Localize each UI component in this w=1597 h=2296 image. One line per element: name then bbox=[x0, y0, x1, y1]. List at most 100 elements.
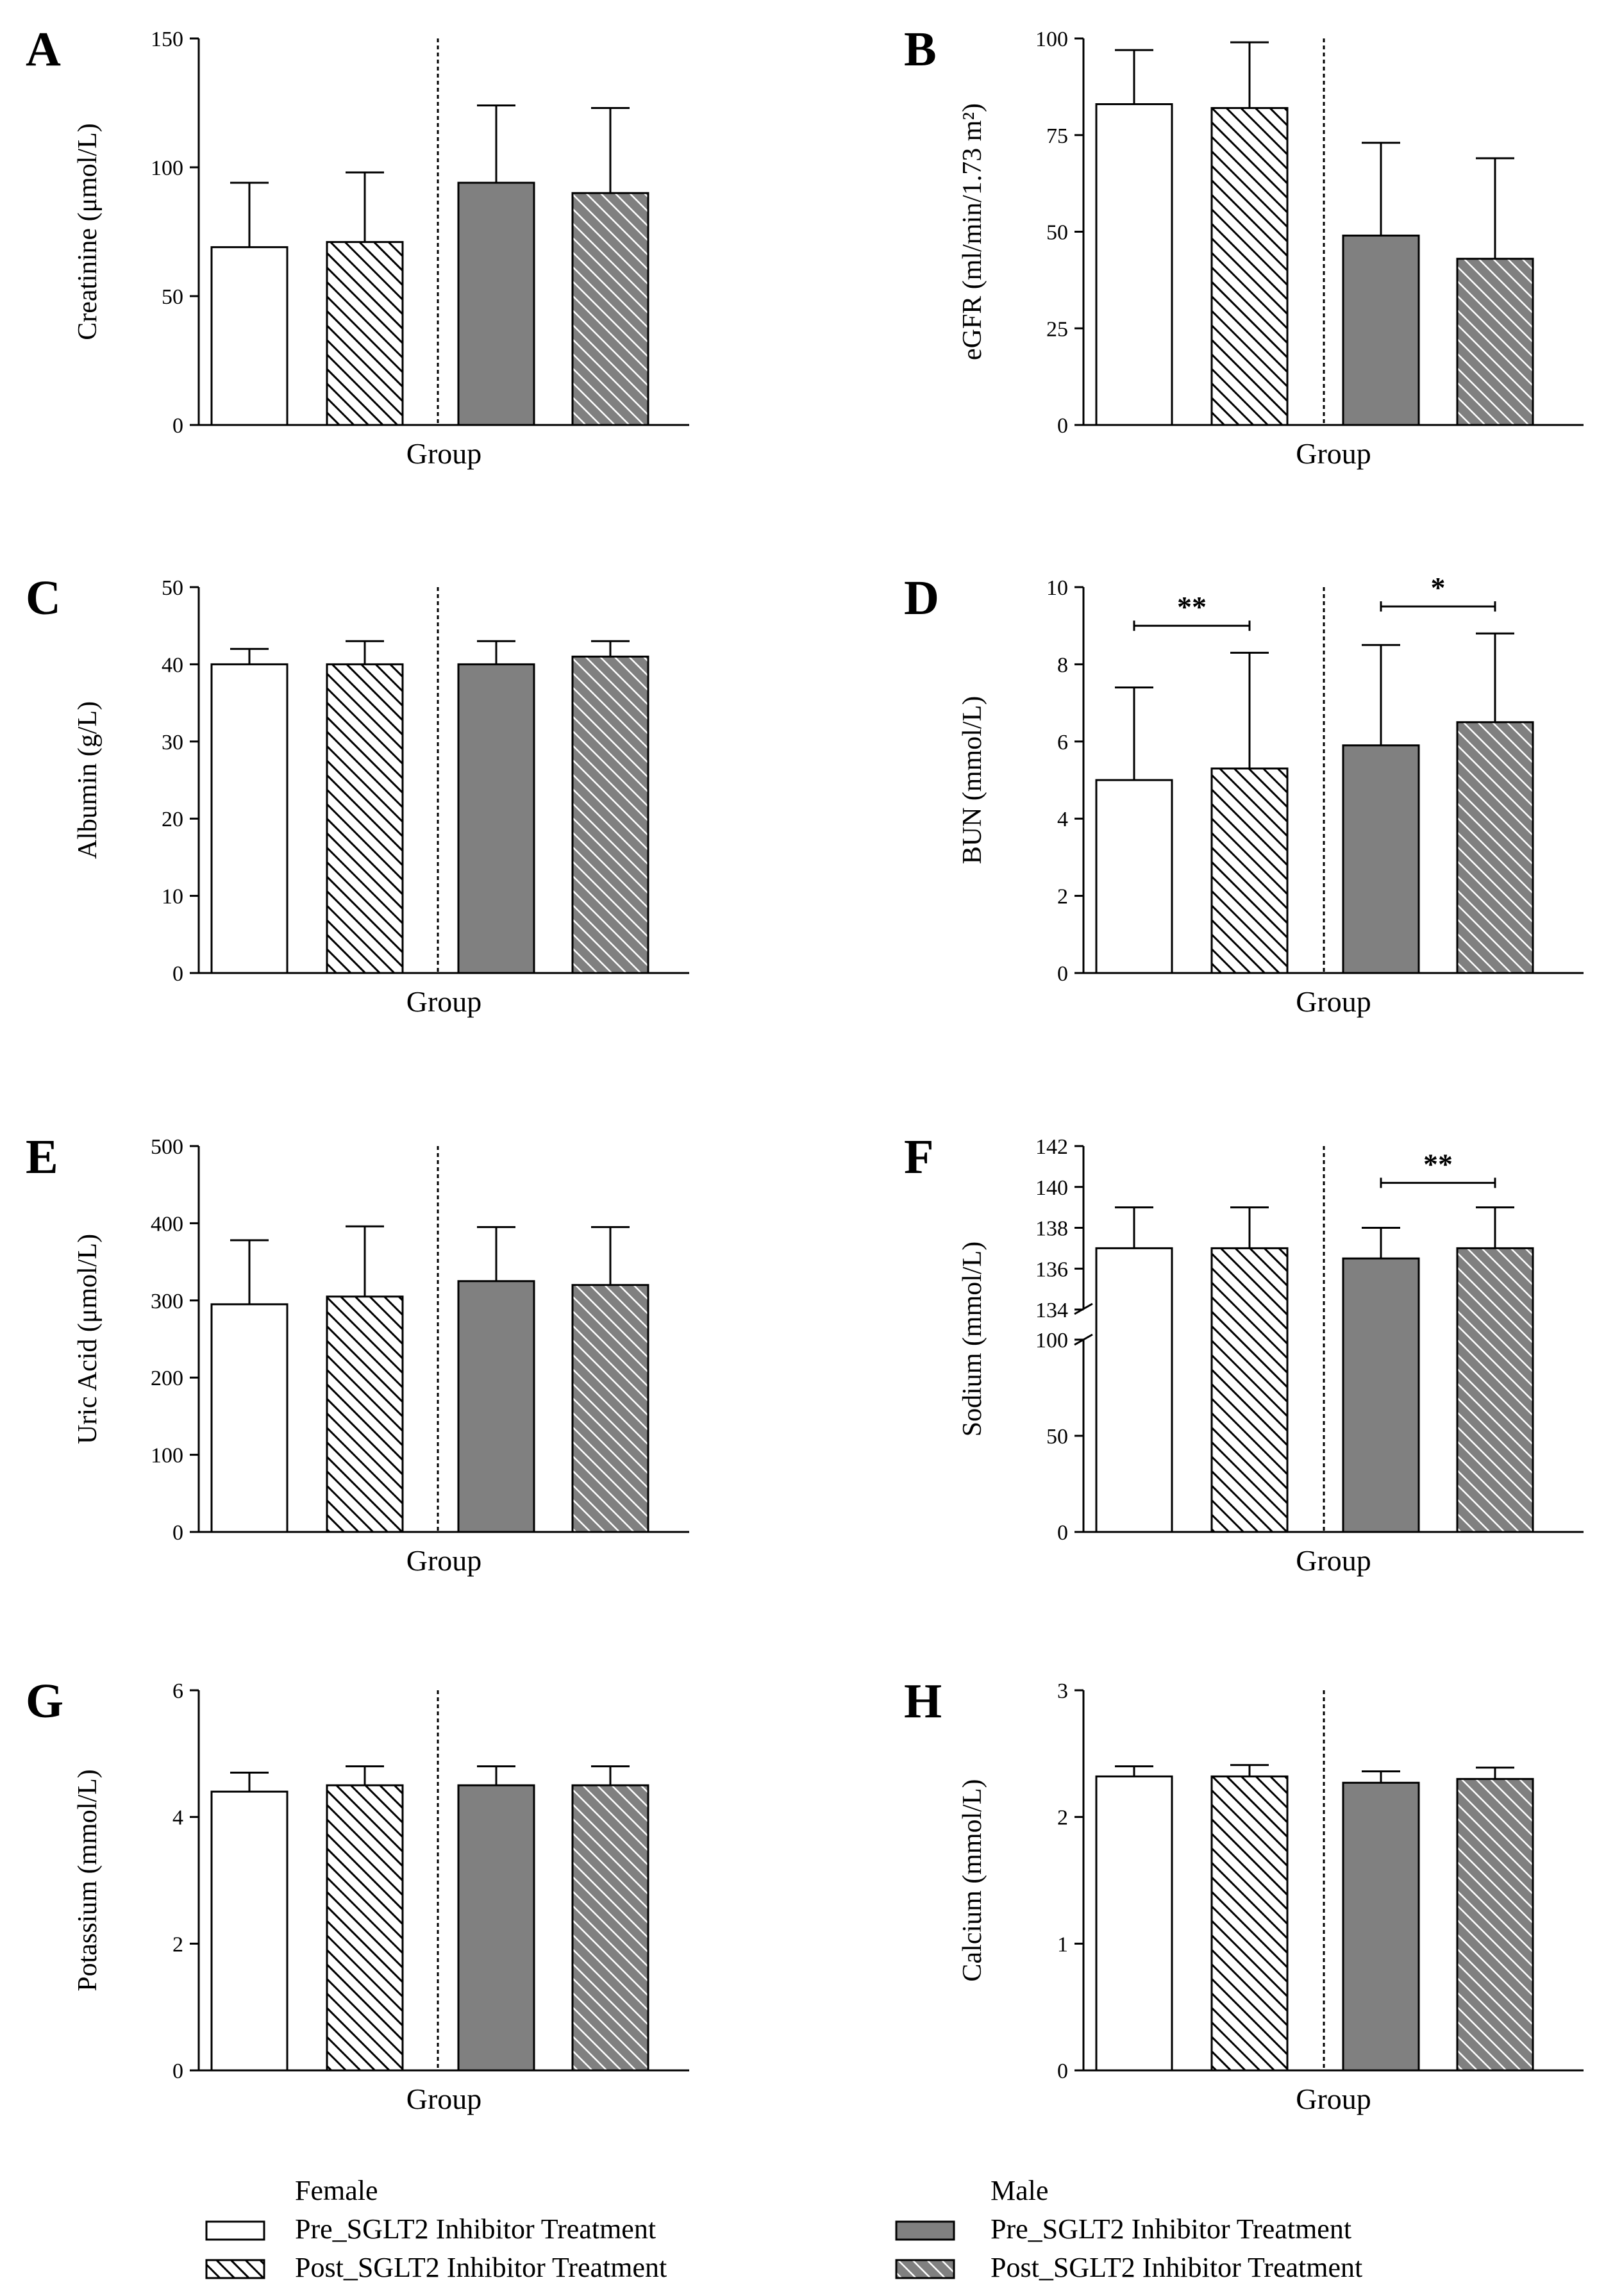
y-tick-label: 2 bbox=[1057, 1806, 1068, 1830]
y-tick-label: 2 bbox=[1057, 885, 1068, 909]
y-tick-label: 200 bbox=[151, 1367, 183, 1390]
y-tick-label: 50 bbox=[1046, 1425, 1068, 1449]
bar-3 bbox=[1342, 1257, 1420, 1533]
y-tick-label: 140 bbox=[1035, 1176, 1068, 1200]
bar-1 bbox=[210, 246, 288, 426]
bar-4 bbox=[571, 1784, 649, 2072]
legend-male-post-swatch bbox=[895, 2259, 955, 2279]
bar-2 bbox=[326, 1295, 404, 1533]
bar-1 bbox=[1095, 1247, 1173, 1533]
bar-3 bbox=[457, 181, 535, 426]
x-axis-label: Group bbox=[1296, 985, 1371, 1018]
legend-female-pre-label: Pre_SGLT2 Inhibitor Treatment bbox=[295, 2213, 656, 2245]
panel-letter-F: F bbox=[904, 1130, 933, 1184]
significance-label: * bbox=[1431, 571, 1446, 604]
x-axis-label: Group bbox=[406, 2083, 482, 2115]
bar-1 bbox=[210, 1303, 288, 1533]
legend-female-title: Female bbox=[295, 2175, 378, 2206]
y-tick-label: 138 bbox=[1035, 1217, 1068, 1241]
bar-2 bbox=[326, 663, 404, 974]
panel-A: A 0 50 100 150 Group Creatinine (μmol/L) bbox=[26, 22, 689, 470]
y-tick-label: 50 bbox=[162, 576, 183, 600]
y-tick-label: 20 bbox=[162, 808, 183, 831]
bar-2 bbox=[1210, 767, 1289, 974]
x-axis-label: Group bbox=[1296, 437, 1371, 470]
panel-letter-D: D bbox=[904, 571, 939, 625]
bar-3 bbox=[457, 1784, 535, 2072]
bar-1 bbox=[1095, 1775, 1173, 2072]
y-tick-label: 500 bbox=[151, 1135, 183, 1159]
bar-1 bbox=[210, 663, 288, 974]
y-tick-label: 100 bbox=[151, 156, 183, 180]
y-tick-label: 0 bbox=[172, 2059, 183, 2083]
legend-male-post-label: Post_SGLT2 Inhibitor Treatment bbox=[991, 2252, 1362, 2283]
y-axis-label: eGFR (ml/min/1.73 m²) bbox=[958, 103, 987, 360]
x-axis-label: Group bbox=[1296, 1544, 1371, 1577]
y-tick-label: 6 bbox=[1057, 731, 1068, 754]
x-axis-label: Group bbox=[406, 1544, 482, 1577]
y-tick-label: 3 bbox=[1057, 1679, 1068, 1703]
y-tick-label: 75 bbox=[1046, 124, 1068, 148]
y-tick-label: 4 bbox=[172, 1806, 183, 1830]
y-tick-label: 300 bbox=[151, 1290, 183, 1313]
panel-letter-B: B bbox=[904, 22, 937, 76]
y-axis-label: BUN (mmol/L) bbox=[958, 696, 987, 864]
panel-H: H 0 1 2 3 Group Calcium (mmol/L) bbox=[904, 1674, 1584, 2115]
bar-3 bbox=[1342, 1781, 1420, 2072]
y-tick-label: 100 bbox=[151, 1444, 183, 1468]
y-tick-label: 25 bbox=[1046, 317, 1068, 341]
y-tick-label: 30 bbox=[162, 731, 183, 754]
y-tick-label: 0 bbox=[1057, 414, 1068, 438]
bar-2 bbox=[326, 1784, 404, 2072]
bar-3 bbox=[457, 663, 535, 974]
y-axis-label: Potassium (mmol/L) bbox=[73, 1769, 103, 1992]
y-tick-label: 100 bbox=[1035, 28, 1068, 51]
y-tick-label: 2 bbox=[172, 1933, 183, 1956]
bar-3 bbox=[457, 1280, 535, 1533]
y-tick-label: 0 bbox=[172, 962, 183, 986]
y-tick-label: 1 bbox=[1057, 1933, 1068, 1956]
bar-4 bbox=[1456, 258, 1534, 426]
panel-E: E 0 100 200 300 400 500 Group Uric Acid (μmol/L) bbox=[26, 1130, 689, 1577]
bar-2 bbox=[326, 241, 404, 426]
panel-letter-A: A bbox=[26, 22, 61, 76]
legend-female-pre-swatch bbox=[205, 2220, 265, 2241]
legend-female-post-label: Post_SGLT2 Inhibitor Treatment bbox=[295, 2252, 667, 2283]
bar-2 bbox=[1210, 1775, 1289, 2072]
y-axis-label: Sodium (mmol/L) bbox=[958, 1242, 987, 1437]
y-axis-label: Uric Acid (μmol/L) bbox=[73, 1234, 103, 1444]
significance-label: ** bbox=[1423, 1147, 1453, 1180]
y-tick-label: 0 bbox=[1057, 962, 1068, 986]
panel-C: C 0 10 20 30 40 50 Group Albumin (g/L) bbox=[26, 571, 689, 1018]
bar-4 bbox=[1456, 1247, 1534, 1533]
y-axis-label: Calcium (mmol/L) bbox=[958, 1779, 987, 1981]
panel-F: F 134 136 138 140 142 0 50 100 ** Group Sodium (mmo… bbox=[904, 1130, 1584, 1577]
y-tick-label: 6 bbox=[172, 1679, 183, 1703]
bar-2 bbox=[1210, 107, 1289, 426]
y-tick-label: 134 bbox=[1035, 1299, 1068, 1322]
bar-3 bbox=[1342, 744, 1420, 974]
bar-1 bbox=[1095, 103, 1173, 426]
legend-male-pre-label: Pre_SGLT2 Inhibitor Treatment bbox=[991, 2213, 1351, 2245]
significance-label: ** bbox=[1177, 590, 1207, 623]
y-tick-label: 40 bbox=[162, 653, 183, 677]
y-tick-label: 0 bbox=[1057, 2059, 1068, 2083]
y-tick-label: 50 bbox=[1046, 221, 1068, 245]
y-tick-label: 10 bbox=[162, 885, 183, 909]
bar-4 bbox=[1456, 1777, 1534, 2072]
y-tick-label: 400 bbox=[151, 1212, 183, 1236]
y-tick-label: 100 bbox=[1035, 1329, 1068, 1352]
bar-1 bbox=[210, 1790, 288, 2072]
y-tick-label: 50 bbox=[162, 285, 183, 309]
y-tick-label: 136 bbox=[1035, 1258, 1068, 1281]
x-axis-label: Group bbox=[406, 985, 482, 1018]
x-axis-label: Group bbox=[406, 437, 482, 470]
bar-2 bbox=[1210, 1247, 1289, 1533]
panel-letter-H: H bbox=[904, 1674, 942, 1728]
x-axis-label: Group bbox=[1296, 2083, 1371, 2115]
y-tick-label: 0 bbox=[172, 1521, 183, 1545]
panel-letter-C: C bbox=[26, 571, 61, 625]
